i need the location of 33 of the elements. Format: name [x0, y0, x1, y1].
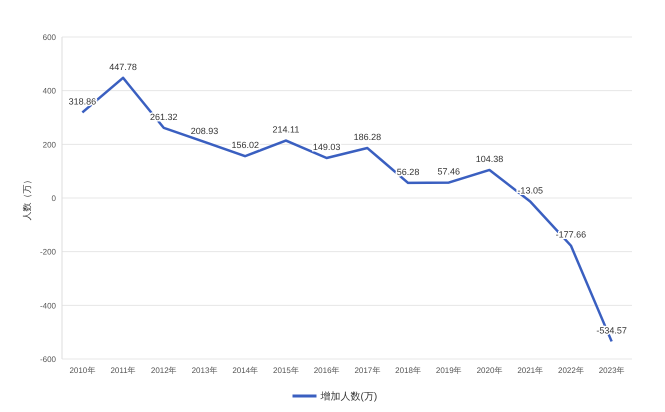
- data-label: 156.02: [231, 140, 259, 150]
- y-tick-label: -200: [40, 248, 57, 257]
- data-label: 57.46: [438, 166, 460, 177]
- data-label: 186.28: [354, 132, 382, 142]
- data-label: -13.05: [517, 186, 543, 196]
- y-tick-label: 400: [42, 86, 57, 96]
- x-tick-label: 2016年: [314, 366, 340, 375]
- data-label: 56.28: [396, 166, 420, 177]
- y-tick-label: 200: [42, 140, 57, 150]
- y-axis-title: 人数（万）: [22, 176, 32, 220]
- x-tick-label: 2023年: [598, 366, 625, 375]
- x-tick-label: 2021年: [517, 366, 544, 375]
- data-label: 149.03: [312, 142, 340, 152]
- legend-label: 增加人数(万): [320, 390, 378, 402]
- y-tick-label: 600: [42, 33, 57, 42]
- data-label: 447.78: [109, 62, 137, 72]
- x-tick-label: 2022年: [558, 366, 584, 375]
- x-tick-label: 2013年: [192, 366, 218, 375]
- x-tick-label: 2019年: [436, 366, 462, 375]
- x-tick-label: 2020年: [476, 366, 502, 375]
- data-label: 104.38: [476, 154, 504, 164]
- x-tick-label: 2011年: [110, 366, 136, 375]
- x-tick-label: 2010年: [69, 366, 96, 375]
- x-tick-label: 2015年: [273, 366, 299, 375]
- x-tick-label: 2012年: [150, 366, 177, 375]
- y-tick-label: 0: [52, 194, 57, 203]
- data-label: 208.93: [190, 126, 218, 136]
- x-tick-label: 2017年: [354, 366, 380, 375]
- x-tick-label: 2014年: [232, 366, 258, 375]
- x-tick-label: 2018年: [395, 366, 421, 375]
- data-label: 214.11: [272, 124, 300, 135]
- y-tick-label: -600: [40, 355, 57, 364]
- y-tick-label: -400: [40, 301, 57, 310]
